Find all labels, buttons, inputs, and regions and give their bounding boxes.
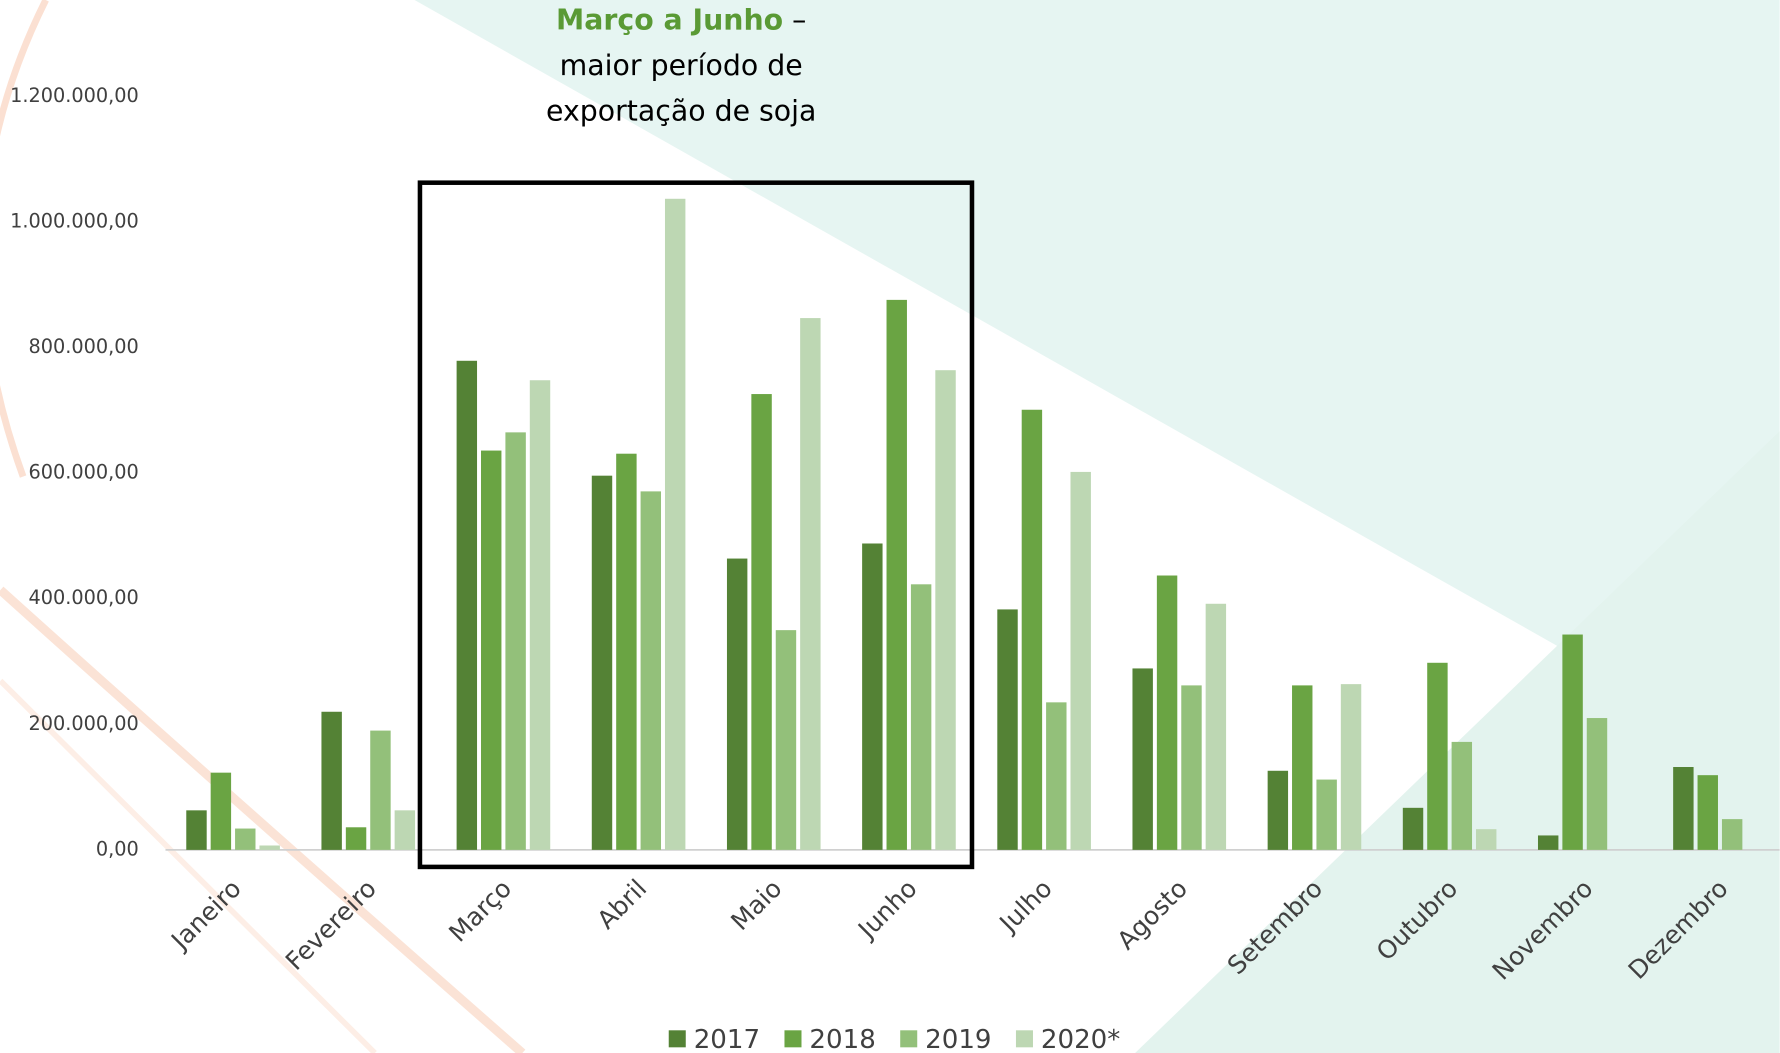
bar	[1070, 471, 1091, 850]
bar	[640, 491, 662, 850]
bar	[481, 450, 502, 850]
bar	[591, 475, 613, 850]
legend-swatch	[1015, 1030, 1033, 1048]
bg-arc	[0, 586, 526, 1053]
legend-label: 2019	[925, 1025, 991, 1053]
bar	[1021, 409, 1043, 850]
y-tick-label: 200.000,00	[29, 712, 139, 735]
x-tick-label: Abril	[591, 874, 652, 935]
x-tick-label: Agosto	[1112, 874, 1193, 955]
bar	[910, 584, 932, 850]
bar	[1205, 603, 1227, 850]
bar	[1697, 775, 1718, 850]
bar	[886, 299, 907, 850]
bg-arc	[0, 0, 49, 478]
legend-label: 2018	[809, 1025, 875, 1053]
annotation-line: maior período de	[560, 49, 803, 82]
bar	[235, 828, 256, 850]
bar	[1427, 662, 1448, 850]
bar	[345, 827, 367, 850]
bar	[210, 772, 232, 850]
y-tick-label: 600.000,00	[29, 461, 139, 484]
bar	[1476, 829, 1497, 850]
bar	[1292, 685, 1313, 850]
legend-swatch	[900, 1030, 918, 1048]
bar	[1132, 668, 1153, 850]
y-tick-label: 400.000,00	[29, 586, 139, 609]
bar	[751, 394, 772, 850]
annotation-suffix: –	[783, 4, 806, 37]
legend-label: 2017	[694, 1025, 760, 1053]
bar	[370, 730, 391, 850]
x-tick-label: Maio	[725, 874, 787, 936]
bar	[394, 810, 416, 850]
bar	[259, 845, 280, 850]
highlight-box	[417, 180, 975, 870]
y-tick-label: 800.000,00	[29, 335, 139, 358]
legend-swatch	[668, 1030, 686, 1048]
bar	[1721, 819, 1743, 850]
bar	[1046, 702, 1067, 850]
bg-arc	[0, 678, 377, 1053]
bar	[664, 198, 686, 850]
bar	[456, 360, 478, 850]
bar	[1402, 807, 1424, 850]
legend-swatch	[784, 1030, 802, 1048]
bar	[1537, 835, 1559, 850]
y-tick-label: 1.000.000,00	[10, 210, 139, 233]
bar	[935, 370, 956, 850]
bar	[1451, 741, 1473, 850]
bar	[529, 380, 551, 850]
bar	[1316, 779, 1337, 850]
bar	[726, 558, 748, 850]
bar	[862, 543, 883, 850]
bar	[997, 609, 1018, 850]
legend-label: 2020*	[1041, 1025, 1120, 1053]
bar	[1586, 718, 1608, 850]
x-tick-label: Março	[443, 874, 517, 948]
bar	[1562, 634, 1583, 850]
bar	[1673, 767, 1694, 850]
bar	[1156, 575, 1178, 850]
x-tick-label: Junho	[851, 874, 922, 945]
bar	[321, 711, 342, 850]
annotation-line: exportação de soja	[546, 94, 816, 127]
bar	[775, 630, 797, 850]
bar	[800, 318, 821, 850]
bar	[1181, 685, 1202, 850]
annotation-highlight: Março a Junho	[556, 4, 783, 37]
bar	[505, 432, 526, 850]
annotation-heading: Março a Junho –	[556, 4, 806, 37]
y-tick-label: 0,00	[96, 837, 139, 860]
bar	[1267, 770, 1289, 850]
x-tick-label: Julho	[993, 874, 1058, 939]
bar	[1340, 684, 1362, 850]
bar	[616, 453, 637, 850]
y-tick-label: 1.200.000,00	[10, 84, 139, 107]
bar	[186, 810, 207, 850]
